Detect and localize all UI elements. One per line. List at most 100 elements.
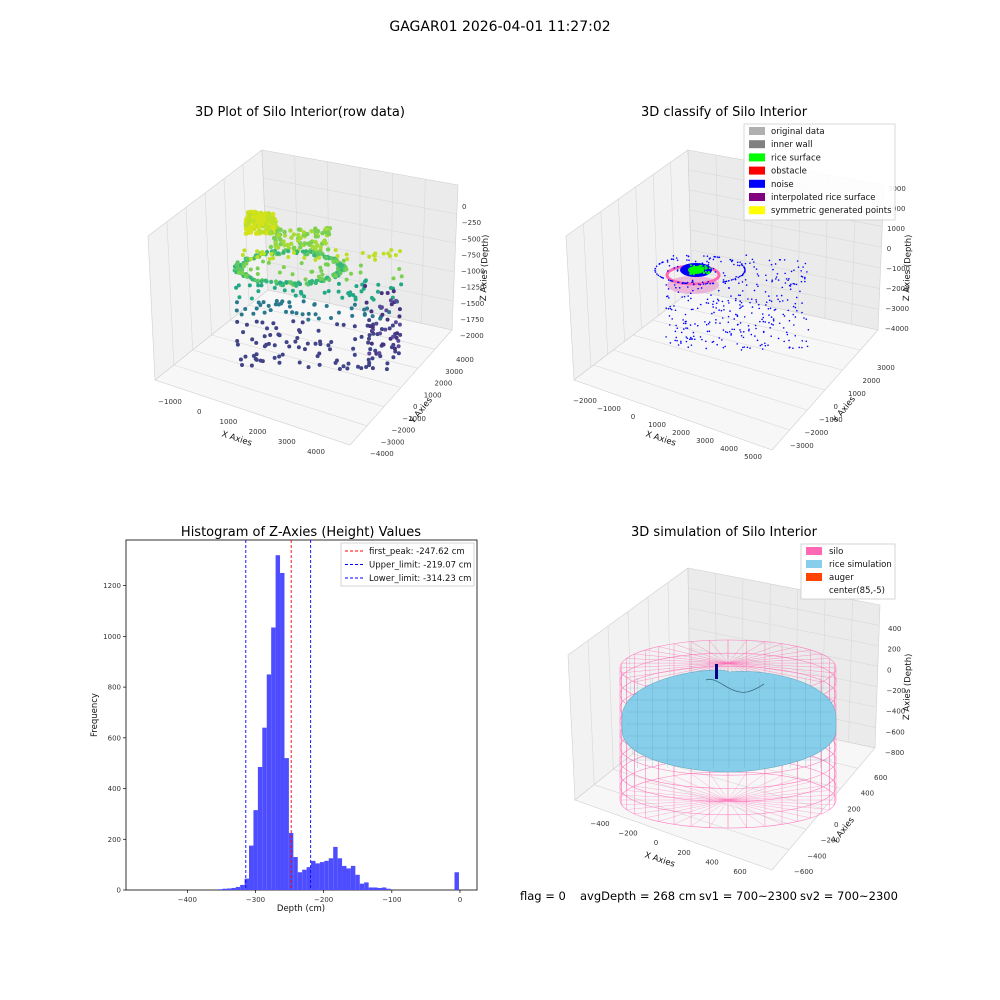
noise-point [722, 329, 725, 331]
figure-title: GAGAR01 2026-04-01 11:27:02 [389, 19, 610, 35]
histogram-y-tick-label: 400 [108, 785, 121, 793]
noise-point [781, 300, 784, 302]
cls-x-tick-label: 2000 [672, 429, 690, 437]
silo-floor-rib [727, 778, 798, 801]
noise-point [696, 324, 699, 327]
raw-data-point [306, 365, 311, 370]
noise-point [717, 299, 720, 302]
noise-point [709, 282, 711, 285]
histogram-bar [381, 887, 387, 890]
raw-data-point [363, 279, 368, 284]
raw-data-point [336, 289, 341, 294]
raw-data-point [388, 298, 393, 303]
cls-grid-line [672, 304, 861, 351]
noise-point [680, 331, 683, 334]
cls-grid-line [632, 334, 826, 391]
raw-x-ticks: −1000 0 1000 2000 3000 4000 [158, 398, 325, 456]
raw-z-tick-label: −2000 [460, 332, 484, 340]
noise-point [800, 269, 802, 272]
raw-z-tick-label: −750 [461, 251, 480, 259]
raw-data-point [259, 283, 264, 288]
raw-data-point [266, 260, 271, 265]
noise-point [761, 318, 763, 321]
silo-roof-rib [626, 662, 729, 678]
raw-data-point [234, 308, 239, 313]
raw-data-point [281, 239, 286, 244]
noise-point [730, 332, 732, 335]
noise-point [765, 301, 768, 304]
raw-data-point [346, 361, 351, 366]
noise-point [805, 318, 808, 320]
histogram-bar [359, 883, 365, 890]
panel-raw-data: 3D Plot of Silo Interior(row data) −1000… [147, 105, 491, 458]
classify-legend-label: noise [771, 180, 794, 190]
raw-data-point [345, 366, 350, 371]
cls-grid-line [652, 174, 659, 316]
noise-point [757, 303, 760, 306]
noise-point [688, 259, 690, 262]
sim-x-tick-label: −400 [590, 820, 609, 828]
noise-point [737, 294, 740, 296]
noise-point [803, 317, 805, 319]
noise-point [784, 272, 786, 275]
silo-floor-rib [727, 799, 783, 825]
raw-data-point [296, 227, 302, 232]
sim-x-tick-label: 400 [705, 858, 718, 866]
noise-point [730, 279, 733, 281]
raw-data-point [323, 226, 329, 232]
noise-point [654, 271, 657, 273]
noise-point [741, 346, 744, 349]
raw-data-point [291, 232, 297, 237]
panel-simulation: 3D simulation of Silo Interior −400 −200 0… [567, 525, 914, 876]
noise-point [798, 346, 801, 349]
raw-data-point [282, 233, 288, 238]
raw-data-point [262, 344, 267, 349]
noise-point [715, 307, 717, 309]
rice-surface-point [701, 267, 704, 270]
raw-data-point [274, 326, 279, 331]
raw-data-point [264, 326, 269, 331]
noise-point [805, 340, 808, 343]
raw-data-point [359, 289, 364, 294]
noise-point [693, 338, 696, 341]
noise-point [657, 274, 660, 277]
raw-data-point [239, 312, 244, 317]
noise-point [706, 330, 709, 333]
rice-surface-point [697, 267, 700, 270]
raw-z-tick-label: 0 [462, 203, 466, 211]
raw-data-point [255, 278, 261, 283]
raw-data-point [254, 340, 259, 345]
silo-floor-rib [709, 799, 729, 828]
silo-roof-rib [727, 662, 822, 683]
noise-point [682, 319, 684, 321]
raw-grid-line [294, 155, 299, 297]
raw-data-point [393, 253, 398, 258]
raw-data-point [312, 302, 317, 307]
raw-data-point [302, 241, 307, 246]
noise-point [772, 318, 775, 320]
noise-point [771, 280, 773, 283]
cls-z-tick-label: 2000 [888, 205, 906, 213]
raw-data-point [313, 234, 319, 239]
simulation-legend-swatch [806, 547, 822, 555]
noise-point [756, 273, 759, 275]
raw-data-point [248, 267, 253, 272]
raw-data-point [318, 245, 323, 250]
noise-point [765, 304, 767, 306]
noise-point [690, 297, 692, 300]
noise-point [736, 315, 739, 318]
noise-point [728, 286, 730, 289]
histogram-y-tick-label: 800 [108, 684, 121, 692]
raw-data-point [300, 312, 305, 317]
raw-data-point [326, 230, 331, 235]
raw-data-point [257, 228, 263, 234]
noise-point [764, 291, 767, 293]
noise-point [770, 323, 773, 325]
noise-point [721, 339, 723, 341]
simulation-legend-label: center(85,-5) [829, 586, 885, 596]
raw-data-point [290, 288, 295, 293]
raw-data-point [262, 334, 267, 339]
raw-data-point [323, 255, 329, 260]
raw-point-cloud [232, 209, 404, 372]
silo-floor-rib [658, 799, 729, 822]
